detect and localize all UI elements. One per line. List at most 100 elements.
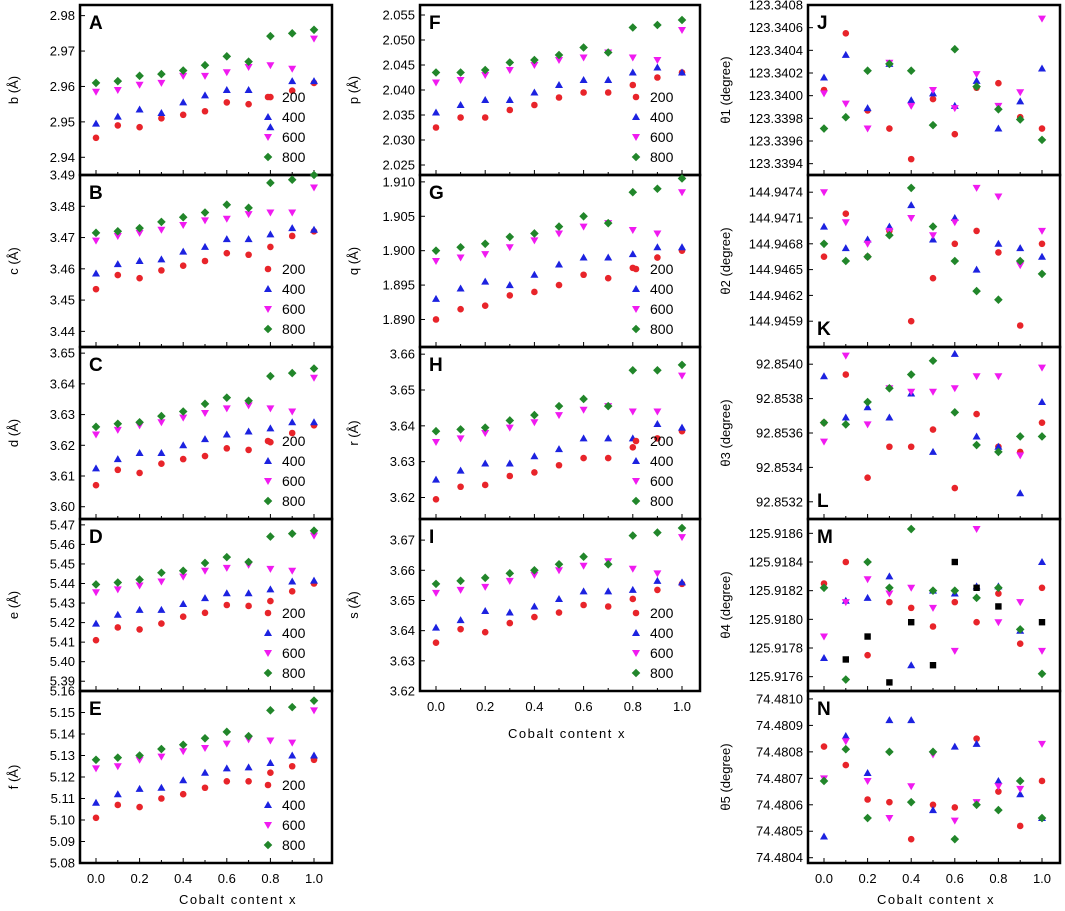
- data-point-800: [950, 834, 960, 844]
- data-point-600: [113, 763, 122, 771]
- panel-a: 2.94 2.95 2.96 2.97 2.98 Ab (Å) 200 400 600 800: [6, 3, 334, 177]
- y-tick-label: 123.3402: [749, 66, 803, 81]
- y-tick-label: 3.48: [50, 199, 75, 214]
- data-point-600: [929, 232, 937, 240]
- y-axis-label: θ5 (degree): [718, 743, 733, 810]
- data-point-800: [653, 20, 662, 30]
- y-tick-label: 74.4810: [756, 691, 803, 706]
- data-point-800: [653, 528, 662, 537]
- data-point-600: [222, 215, 231, 223]
- panel-letter: C: [89, 355, 103, 376]
- data-point-200: [951, 598, 959, 606]
- x-tick-label: 0.4: [174, 871, 192, 886]
- legend-label: 400: [282, 109, 306, 125]
- data-point-400: [604, 76, 613, 83]
- data-point-400: [1038, 558, 1046, 565]
- panel-f: 2.025 2.030 2.035 2.040 2.045 2.050 2.055 Fp (Å…: [346, 3, 702, 177]
- y-tick-label: 2.94: [50, 150, 75, 165]
- y-tick-label: 1.905: [382, 209, 415, 224]
- y-tick-label: 3.61: [50, 469, 75, 484]
- data-point-200: [629, 444, 637, 451]
- data-point-600: [972, 526, 981, 534]
- y-tick-label: 123.3396: [749, 134, 803, 149]
- legend-marker-800: [263, 840, 273, 850]
- data-point-600: [310, 532, 318, 540]
- data-point-800: [928, 747, 938, 757]
- data-point-200: [580, 454, 587, 462]
- data-point-800: [505, 232, 515, 242]
- legend-label: 600: [282, 645, 306, 661]
- data-point-400: [113, 260, 122, 268]
- data-point-extra: [1038, 619, 1046, 626]
- data-point-600: [950, 105, 959, 113]
- legend-marker-400: [264, 457, 272, 464]
- data-point-400: [885, 716, 894, 724]
- data-point-600: [113, 87, 122, 94]
- data-point-800: [819, 418, 829, 427]
- data-point-200: [245, 778, 252, 785]
- legend-label: 200: [650, 433, 674, 449]
- data-point-600: [1038, 364, 1046, 372]
- data-point-200: [842, 761, 850, 769]
- panel-letter: J: [817, 13, 828, 34]
- data-point-200: [864, 651, 871, 659]
- data-point-600: [288, 567, 297, 575]
- data-point-600: [678, 189, 686, 197]
- data-point-600: [885, 590, 894, 598]
- y-tick-label: 144.9459: [749, 314, 803, 329]
- data-point-800: [653, 365, 662, 375]
- data-point-200: [506, 106, 514, 114]
- data-point-600: [179, 748, 188, 756]
- data-point-800: [554, 222, 564, 231]
- data-point-400: [1038, 64, 1046, 72]
- data-point-400: [994, 124, 1003, 132]
- data-point-800: [157, 217, 166, 227]
- data-point-400: [950, 349, 959, 357]
- data-point-200: [179, 613, 187, 621]
- data-point-200: [245, 602, 252, 610]
- data-point-800: [266, 706, 275, 715]
- data-point-200: [929, 623, 937, 630]
- y-axis-label: c (Å): [6, 247, 21, 274]
- data-point-200: [842, 558, 850, 566]
- y-tick-label: 2.96: [50, 79, 75, 94]
- data-point-600: [113, 586, 122, 594]
- data-point-800: [928, 586, 938, 595]
- data-point-400: [92, 619, 100, 627]
- y-tick-label: 74.4805: [756, 824, 803, 839]
- data-point-400: [820, 73, 828, 81]
- y-tick-label: 5.13: [50, 748, 75, 763]
- data-point-600: [678, 27, 686, 34]
- data-point-200: [457, 625, 464, 633]
- y-tick-label: 92.8536: [756, 426, 803, 441]
- x-tick-label: 0.6: [946, 871, 964, 886]
- data-point-400: [972, 265, 981, 273]
- panel-letter: D: [89, 527, 103, 548]
- data-point-200: [114, 122, 122, 129]
- data-point-200: [288, 762, 296, 770]
- x-tick-label: 0.4: [525, 699, 543, 714]
- data-point-600: [628, 54, 637, 62]
- data-point-400: [244, 589, 253, 597]
- data-point-400: [201, 768, 209, 776]
- y-axis-label: r (Å): [346, 420, 361, 445]
- y-tick-label: 74.4804: [756, 850, 803, 865]
- data-point-600: [653, 408, 662, 416]
- data-point-800: [309, 25, 319, 35]
- data-point-600: [820, 438, 828, 446]
- legend-label: 800: [650, 493, 674, 509]
- panel-letter: K: [817, 319, 831, 340]
- data-point-200: [995, 249, 1002, 256]
- data-point-800: [91, 422, 101, 432]
- data-point-800: [157, 411, 166, 421]
- legend-marker-800: [263, 668, 273, 678]
- data-point-400: [907, 661, 916, 669]
- data-point-400: [135, 784, 144, 792]
- data-point-200: [223, 601, 231, 609]
- data-point-400: [950, 214, 959, 221]
- data-point-400: [135, 257, 144, 264]
- y-tick-label: 5.39: [50, 674, 75, 689]
- y-tick-label: 144.9465: [749, 262, 803, 277]
- y-tick-label: 123.3400: [749, 88, 803, 103]
- data-point-400: [244, 86, 253, 93]
